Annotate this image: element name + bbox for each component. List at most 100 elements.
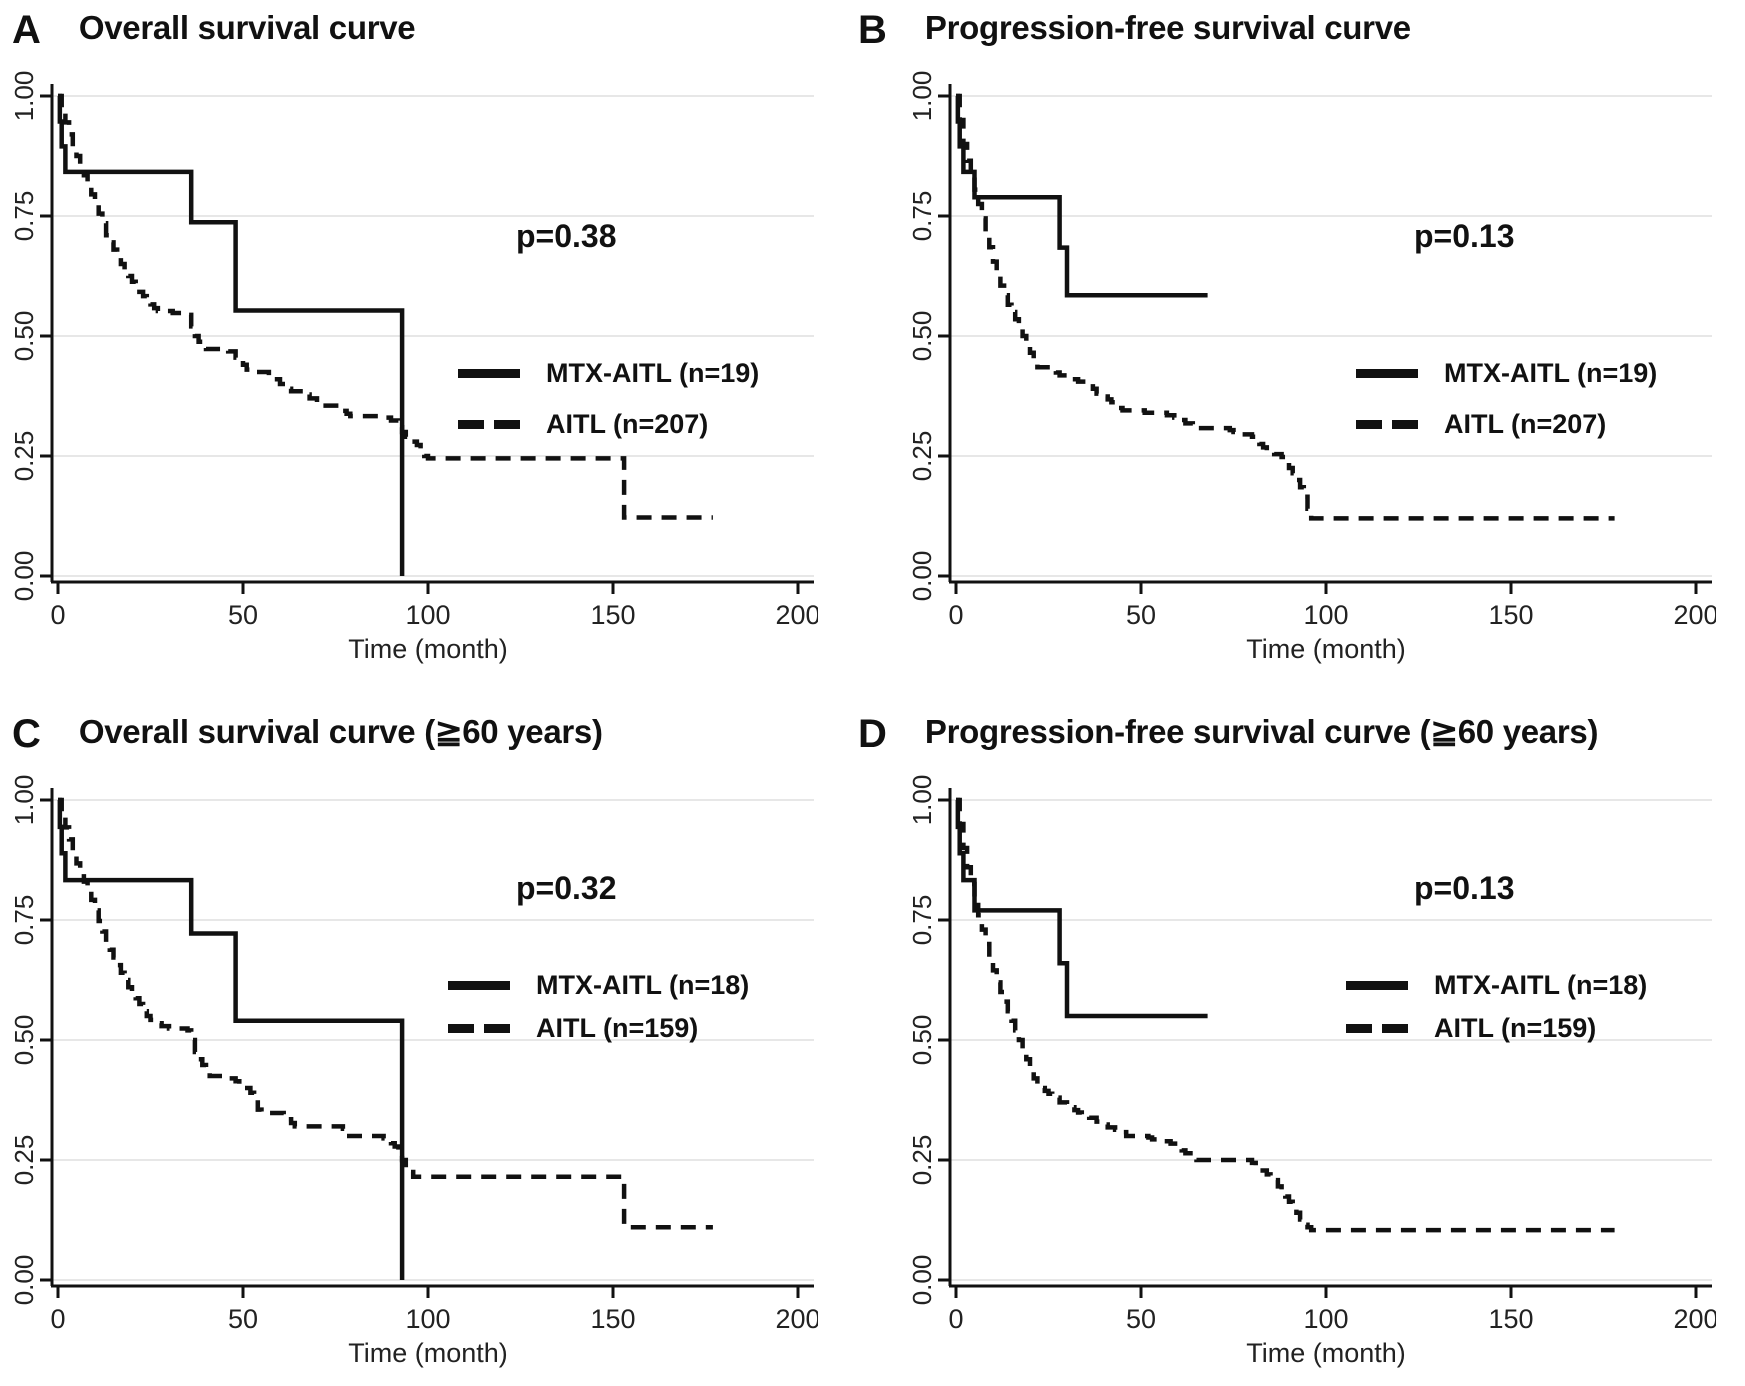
legend: MTX-AITL (n=19) AITL (n=207) xyxy=(458,358,759,440)
x-tick-label: 50 xyxy=(1126,600,1156,630)
y-tick-label: 1.00 xyxy=(9,775,39,826)
y-tick-label: 0.50 xyxy=(907,1015,937,1066)
x-tick-label: 50 xyxy=(228,1304,258,1334)
y-tick-label: 0.75 xyxy=(9,895,39,946)
y-tick-label: 0.25 xyxy=(907,431,937,482)
km-curve-solid xyxy=(955,93,1208,298)
panel-d-title-row: D Progression-free survival curve (≧60 y… xyxy=(854,710,1745,774)
p-value-label: p=0.32 xyxy=(516,870,617,906)
legend: MTX-AITL (n=19) AITL (n=207) xyxy=(1356,358,1657,440)
km-chart-b: 0.00 0.25 0.50 0.75 1.00 0 50 100 150 200 Time (mo… xyxy=(906,70,1716,670)
panel-b-title-row: B Progression-free survival curve xyxy=(854,6,1745,70)
y-tick-label: 0.50 xyxy=(9,311,39,362)
x-tick-label: 150 xyxy=(590,1304,635,1334)
legend-item: MTX-AITL (n=18) xyxy=(1346,970,1647,1001)
p-value-label: p=0.13 xyxy=(1414,218,1515,254)
y-tick-label: 0.00 xyxy=(9,1255,39,1306)
panel-b: B Progression-free survival curve 0.00 0.… xyxy=(854,6,1745,670)
panel-letter: A xyxy=(12,8,41,52)
panel-letter: C xyxy=(12,712,41,756)
km-chart-c: 0.00 0.25 0.50 0.75 1.00 0 50 100 150 200 Time (mo… xyxy=(8,774,818,1374)
legend-item: AITL (n=159) xyxy=(1346,1013,1647,1044)
x-tick-label: 150 xyxy=(590,600,635,630)
y-tick-label: 0.75 xyxy=(907,895,937,946)
legend-label: AITL (n=207) xyxy=(546,409,709,439)
y-tick-label: 0.00 xyxy=(907,551,937,602)
legend-label: AITL (n=207) xyxy=(1444,409,1607,439)
x-tick-label: 200 xyxy=(775,600,818,630)
y-tick-label: 0.50 xyxy=(9,1015,39,1066)
x-tick-label: 150 xyxy=(1488,600,1533,630)
legend-label: MTX-AITL (n=18) xyxy=(1434,970,1648,1000)
y-tick-label: 1.00 xyxy=(907,71,937,122)
km-curve-dashed xyxy=(58,93,713,520)
km-plot-svg: 0.00 0.25 0.50 0.75 1.00 0 50 100 150 200 Time (mo… xyxy=(9,775,818,1368)
x-tick-label: 0 xyxy=(948,600,963,630)
km-plot-svg: 0.00 0.25 0.50 0.75 1.00 0 50 100 150 200 Time (mo… xyxy=(907,71,1716,664)
dashed-line-swatch xyxy=(1346,1024,1408,1033)
legend-label: AITL (n=159) xyxy=(1434,1013,1597,1043)
km-plot-svg: 0.00 0.25 0.50 0.75 1.00 0 50 100 150 200 Time (mo… xyxy=(907,775,1716,1368)
x-tick-label: 50 xyxy=(228,600,258,630)
x-tick-label: 150 xyxy=(1488,1304,1533,1334)
panel-c-title-row: C Overall survival curve (≧60 years) xyxy=(8,710,854,774)
solid-line-swatch xyxy=(448,981,510,990)
x-axis-title: Time (month) xyxy=(1246,1338,1406,1368)
panel-letter: B xyxy=(858,8,887,52)
km-curve-solid xyxy=(57,93,405,576)
legend: MTX-AITL (n=18) AITL (n=159) xyxy=(1346,970,1647,1044)
legend-label: MTX-AITL (n=19) xyxy=(546,358,760,388)
km-curve-solid xyxy=(57,797,405,1280)
y-tick-label: 1.00 xyxy=(9,71,39,122)
panel-title-text: Progression-free survival curve xyxy=(924,9,1411,46)
panel-title-text: Progression-free survival curve (≧60 yea… xyxy=(924,713,1599,750)
x-tick-label: 100 xyxy=(405,1304,450,1334)
x-tick-label: 0 xyxy=(50,1304,65,1334)
dashed-line-swatch xyxy=(448,1024,510,1033)
x-axis-title: Time (month) xyxy=(348,634,508,664)
p-value-label: p=0.13 xyxy=(1414,870,1515,906)
panel-d: D Progression-free survival curve (≧60 y… xyxy=(854,710,1745,1374)
dashed-line-swatch xyxy=(458,420,520,429)
y-tick-label: 0.75 xyxy=(9,191,39,242)
x-tick-label: 100 xyxy=(405,600,450,630)
km-chart-a: 0.00 0.25 0.50 0.75 1.00 0 50 100 150 200 Time (mo… xyxy=(8,70,818,670)
legend-item: AITL (n=207) xyxy=(1356,409,1657,440)
y-tick-label: 0.75 xyxy=(907,191,937,242)
dashed-line-swatch xyxy=(1356,420,1418,429)
y-tick-label: 0.50 xyxy=(907,311,937,362)
x-tick-label: 200 xyxy=(1673,1304,1716,1334)
solid-line-swatch xyxy=(1356,369,1418,378)
x-tick-label: 50 xyxy=(1126,1304,1156,1334)
y-tick-label: 0.00 xyxy=(9,551,39,602)
km-plot-svg: 0.00 0.25 0.50 0.75 1.00 0 50 100 150 200 Time (mo… xyxy=(9,71,818,664)
panel-c: C Overall survival curve (≧60 years) 0.0… xyxy=(8,710,854,1374)
km-curve-solid xyxy=(955,797,1208,1019)
legend-item: MTX-AITL (n=19) xyxy=(1356,358,1657,389)
panel-title-text: Overall survival curve (≧60 years) xyxy=(78,713,603,750)
y-tick-label: 0.25 xyxy=(907,1135,937,1186)
solid-line-swatch xyxy=(1346,981,1408,990)
panel-a: A Overall survival curve 0.00 0.25 0.50 0.7… xyxy=(8,6,854,670)
y-tick-label: 0.25 xyxy=(9,1135,39,1186)
km-curve-dashed xyxy=(956,93,1615,521)
km-curve-dashed xyxy=(58,797,713,1230)
x-axis-title: Time (month) xyxy=(1246,634,1406,664)
panel-a-title-row: A Overall survival curve xyxy=(8,6,854,70)
panel-letter: D xyxy=(858,712,887,756)
x-tick-label: 0 xyxy=(50,600,65,630)
legend-label: MTX-AITL (n=19) xyxy=(1444,358,1658,388)
legend-item: AITL (n=207) xyxy=(458,409,759,440)
panel-title-text: Overall survival curve xyxy=(78,9,416,46)
x-axis-title: Time (month) xyxy=(348,1338,508,1368)
legend-label: MTX-AITL (n=18) xyxy=(536,970,750,1000)
y-tick-label: 1.00 xyxy=(907,775,937,826)
x-tick-label: 200 xyxy=(775,1304,818,1334)
solid-line-swatch xyxy=(458,369,520,378)
legend-label: AITL (n=159) xyxy=(536,1013,699,1043)
x-tick-label: 100 xyxy=(1303,600,1348,630)
legend: MTX-AITL (n=18) AITL (n=159) xyxy=(448,970,749,1044)
x-tick-label: 100 xyxy=(1303,1304,1348,1334)
x-tick-label: 200 xyxy=(1673,600,1716,630)
p-value-label: p=0.38 xyxy=(516,218,617,254)
